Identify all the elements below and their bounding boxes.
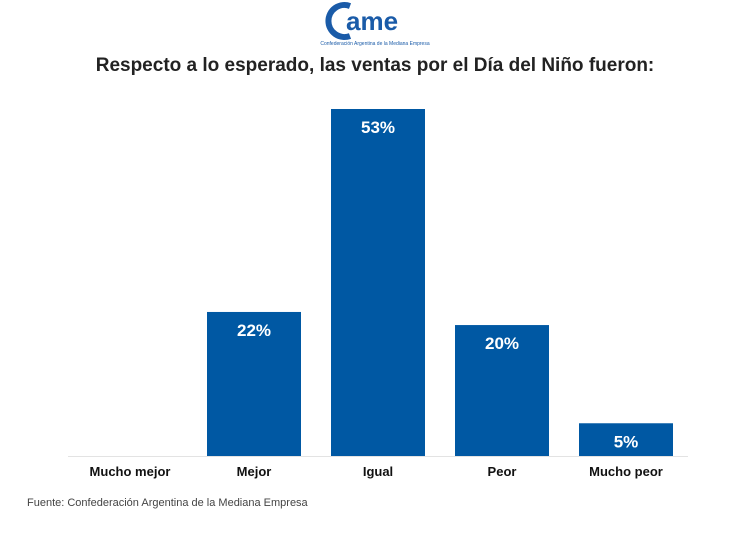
bar (455, 325, 549, 456)
data-label: 22% (237, 321, 271, 340)
x-tick-label: Igual (363, 464, 393, 479)
x-tick-label: Mejor (237, 464, 272, 479)
data-label: 5% (614, 432, 639, 451)
chart-title: Respecto a lo esperado, las ventas por e… (95, 55, 655, 76)
came-logo: ame Confederación Argentina de la Median… (320, 2, 430, 47)
svg-text:Confederación Argentina de la: Confederación Argentina de la Mediana Em… (320, 41, 429, 47)
x-tick-label: Mucho peor (589, 464, 663, 479)
x-tick-label: Peor (488, 464, 517, 479)
x-tick-label: Mucho mejor (90, 464, 171, 479)
svg-text:ame: ame (346, 6, 398, 36)
data-label: 20% (485, 334, 519, 353)
bar (579, 423, 673, 456)
bar (207, 311, 301, 456)
bar (331, 109, 425, 456)
source-note: Fuente: Confederación Argentina de la Me… (27, 497, 308, 509)
data-label: 53% (361, 118, 395, 137)
